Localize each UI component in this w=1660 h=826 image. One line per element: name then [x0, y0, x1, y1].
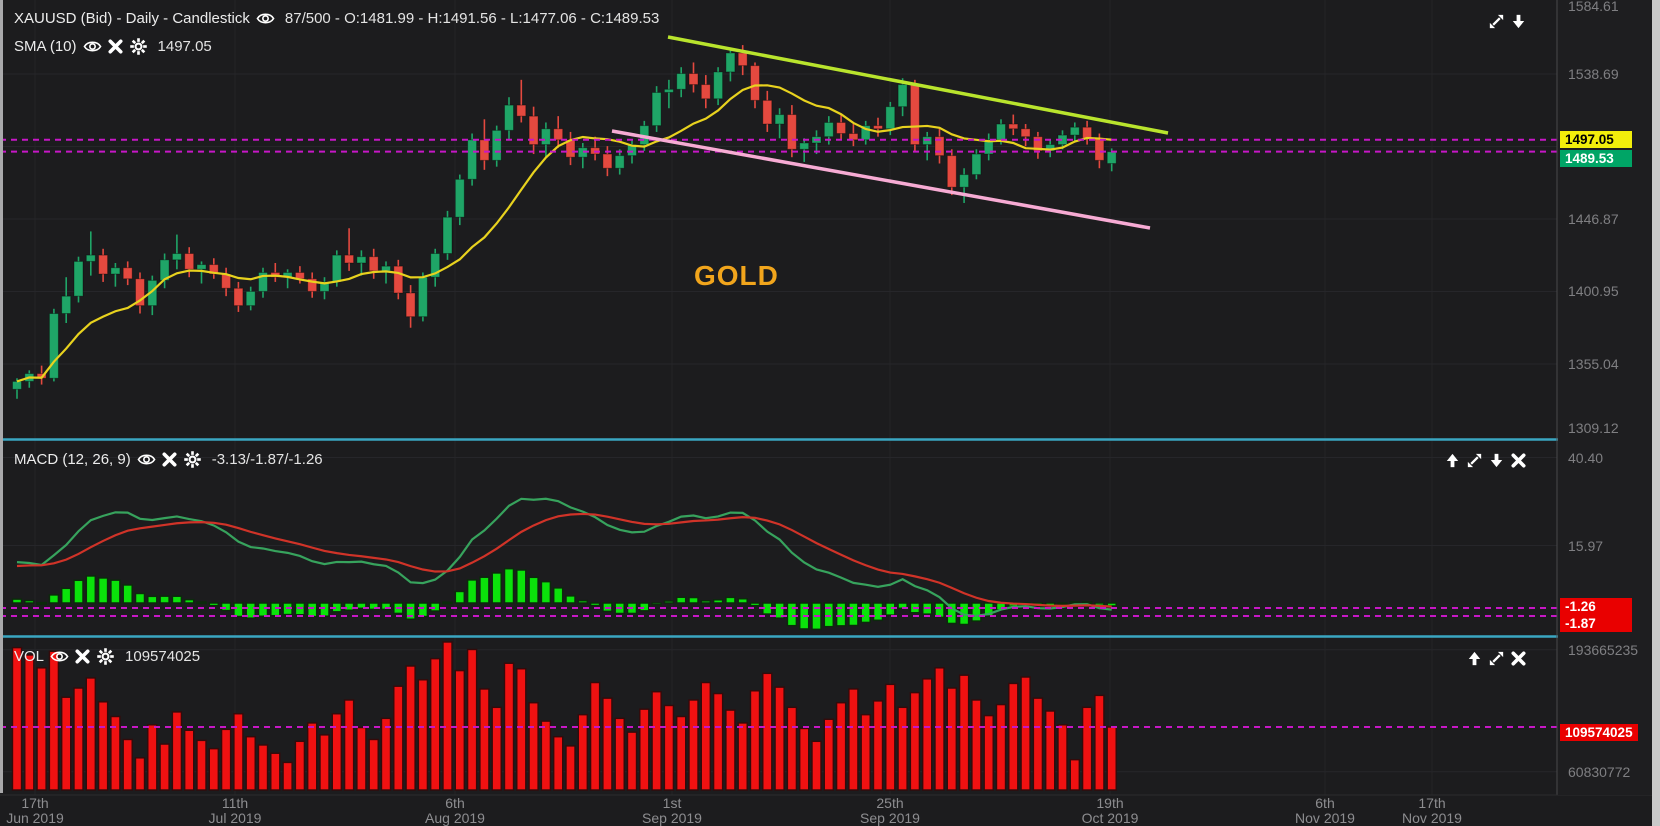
- visibility-icon[interactable]: [137, 450, 156, 469]
- sma-header: SMA (10) 1497.05: [14, 37, 212, 56]
- macd-signal-badge: -1.87: [1560, 615, 1632, 632]
- price-axis-label: 1446.87: [1568, 210, 1619, 227]
- settings-icon[interactable]: [96, 647, 115, 666]
- macd-label[interactable]: MACD (12, 26, 9): [14, 451, 131, 468]
- close-icon[interactable]: [1509, 451, 1528, 470]
- expand-icon[interactable]: [1487, 649, 1506, 668]
- price-panel-controls: [1487, 12, 1528, 31]
- time-axis-label: 17th Nov 2019: [1402, 795, 1462, 826]
- price-axis-label: 1538.69: [1568, 66, 1619, 82]
- price-axis[interactable]: [1558, 0, 1652, 795]
- ohlc-readout: 87/500 - O:1481.99 - H:1491.56 - L:1477.…: [284, 10, 660, 27]
- settings-icon[interactable]: [129, 37, 148, 56]
- macd-header: MACD (12, 26, 9) -3.13/-1.87/-1.26: [14, 450, 323, 469]
- chart-text-annotation[interactable]: GOLD: [694, 260, 779, 291]
- macd-panel-controls: [1443, 451, 1528, 470]
- vol-controls: [50, 647, 115, 666]
- instrument-title[interactable]: XAUUSD (Bid) - Daily - Candlestick: [14, 10, 250, 27]
- arrow-up-icon[interactable]: [1465, 649, 1484, 668]
- volume-axis-label: 193665235: [1568, 641, 1639, 658]
- sma-controls: [83, 37, 148, 56]
- time-axis-label: 1st Sep 2019: [642, 795, 702, 826]
- visibility-icon[interactable]: [83, 37, 102, 56]
- macd-value: -3.13/-1.87/-1.26: [211, 451, 323, 468]
- time-axis-label: 11th Jul 2019: [208, 795, 262, 826]
- visibility-icon[interactable]: [50, 647, 69, 666]
- macd-axis-label: 15.97: [1568, 537, 1604, 554]
- sma-label[interactable]: SMA (10): [14, 38, 77, 55]
- time-axis-label: 25th Sep 2019: [860, 795, 920, 826]
- time-axis-label: 6th Aug 2019: [425, 795, 485, 826]
- sma-value: 1497.05: [157, 38, 212, 55]
- settings-icon[interactable]: [183, 450, 202, 469]
- close-price-badge: 1489.53: [1560, 150, 1632, 167]
- close-icon[interactable]: [160, 450, 179, 469]
- time-axis-label: 19th Oct 2019: [1081, 795, 1139, 826]
- time-axis-label: 17th Jun 2019: [6, 795, 64, 826]
- arrow-down-icon[interactable]: [1487, 451, 1506, 470]
- arrow-up-icon[interactable]: [1443, 451, 1462, 470]
- right-scrollbar[interactable]: [1652, 0, 1660, 826]
- close-icon[interactable]: [73, 647, 92, 666]
- sma-price-badge: 1497.05: [1560, 131, 1632, 148]
- price-axis-label: 1584.61: [1568, 0, 1619, 14]
- volume-axis-label: 60830772: [1568, 763, 1631, 780]
- macd-histogram-badge: -1.26: [1560, 598, 1632, 615]
- price-axis-label: 1309.12: [1568, 420, 1619, 436]
- expand-icon[interactable]: [1465, 451, 1484, 470]
- volume-badge: 109574025: [1560, 724, 1638, 741]
- time-axis-label: 6th Nov 2019: [1295, 795, 1355, 826]
- vol-label[interactable]: VOL: [14, 648, 45, 665]
- instrument-visibility-controls: [256, 9, 275, 28]
- expand-icon[interactable]: [1487, 12, 1506, 31]
- instrument-header: XAUUSD (Bid) - Daily - Candlestick 87/50…: [14, 9, 659, 28]
- price-axis-label: 1355.04: [1568, 355, 1619, 372]
- left-scroll-handle[interactable]: [0, 0, 3, 793]
- arrow-down-icon[interactable]: [1509, 12, 1528, 31]
- close-icon[interactable]: [106, 37, 125, 56]
- vol-header: VOL 109574025: [14, 647, 200, 666]
- vol-panel-controls: [1465, 649, 1528, 668]
- price-axis-label: 1400.95: [1568, 283, 1619, 300]
- macd-controls: [137, 450, 202, 469]
- macd-axis-label: 40.40: [1568, 449, 1604, 466]
- close-icon[interactable]: [1509, 649, 1528, 668]
- visibility-icon[interactable]: [256, 9, 275, 28]
- vol-value: 109574025: [125, 648, 201, 665]
